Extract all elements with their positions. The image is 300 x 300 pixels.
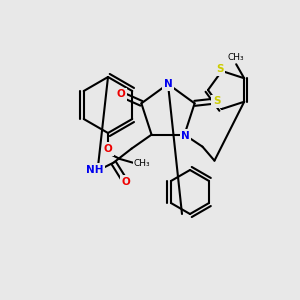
Text: NH: NH (86, 165, 103, 175)
Text: O: O (103, 144, 112, 154)
Text: CH₃: CH₃ (134, 158, 150, 167)
Text: O: O (121, 177, 130, 187)
Text: N: N (164, 79, 172, 89)
Text: S: S (216, 64, 224, 74)
Text: CH₃: CH₃ (228, 53, 244, 62)
Text: O: O (117, 89, 126, 99)
Text: N: N (181, 131, 190, 141)
Text: S: S (213, 96, 220, 106)
